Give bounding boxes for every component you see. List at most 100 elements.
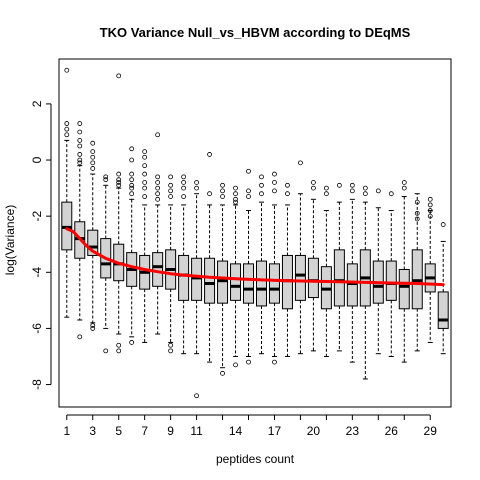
outlier-point bbox=[77, 137, 83, 143]
outlier-point bbox=[427, 208, 433, 213]
outlier-point bbox=[142, 171, 148, 177]
outlier-point bbox=[194, 393, 199, 399]
outlier-point bbox=[233, 185, 238, 191]
x-tick-label: 14 bbox=[229, 424, 243, 438]
fit-line bbox=[65, 227, 445, 287]
box-group bbox=[165, 174, 177, 354]
box-group bbox=[191, 180, 203, 399]
y-tick-label: -2 bbox=[30, 211, 44, 222]
outlier-point bbox=[401, 180, 407, 185]
outlier-point bbox=[388, 191, 394, 197]
box-group bbox=[139, 149, 151, 343]
outlier-point bbox=[440, 222, 446, 227]
outlier-point bbox=[116, 177, 122, 183]
box-group bbox=[385, 191, 397, 357]
outlier-point bbox=[103, 177, 109, 183]
outlier-point bbox=[129, 340, 135, 345]
outlier-point bbox=[246, 168, 251, 174]
box-iqr bbox=[87, 229, 99, 256]
outlier-point bbox=[129, 157, 135, 163]
outlier-point bbox=[116, 73, 122, 79]
outlier-point bbox=[181, 185, 187, 191]
outlier-point bbox=[116, 180, 122, 185]
x-tick-label: 3 bbox=[89, 424, 96, 438]
outlier-point bbox=[349, 182, 355, 188]
y-tick-label: -6 bbox=[30, 323, 44, 334]
outlier-point bbox=[349, 188, 355, 194]
outlier-point bbox=[181, 174, 187, 180]
box-group bbox=[320, 185, 332, 357]
box-iqr bbox=[204, 257, 216, 304]
outlier-point bbox=[64, 67, 70, 73]
y-axis-label: log(Variance) bbox=[3, 205, 17, 275]
box-group bbox=[204, 152, 216, 363]
outlier-point bbox=[142, 185, 148, 191]
y-tick-label: -8 bbox=[30, 379, 44, 390]
outlier-point bbox=[311, 180, 316, 185]
outlier-point bbox=[427, 196, 433, 202]
x-tick-label: 23 bbox=[346, 424, 360, 438]
outlier-point bbox=[233, 199, 238, 205]
y-tick-label: 0 bbox=[30, 156, 44, 163]
outlier-point bbox=[207, 152, 212, 157]
outlier-point bbox=[103, 174, 109, 180]
outlier-point bbox=[64, 132, 70, 138]
outlier-point bbox=[375, 188, 381, 194]
outlier-point bbox=[129, 177, 135, 183]
outlier-point bbox=[168, 188, 174, 194]
outlier-point bbox=[323, 191, 329, 197]
outlier-point bbox=[142, 149, 148, 155]
outlier-point bbox=[414, 199, 420, 205]
box-group bbox=[359, 185, 371, 380]
outlier-point bbox=[129, 146, 135, 152]
x-tick-label: 1 bbox=[63, 424, 70, 438]
outlier-point bbox=[64, 126, 70, 132]
x-tick-label: 20 bbox=[307, 424, 321, 438]
outlier-point bbox=[168, 342, 174, 348]
outlier-point bbox=[246, 188, 251, 194]
box-iqr bbox=[294, 254, 306, 301]
outlier-point bbox=[90, 166, 96, 171]
box-group bbox=[424, 196, 436, 343]
outlier-point bbox=[259, 174, 264, 180]
outlier-point bbox=[129, 191, 135, 197]
y-tick-label: 2 bbox=[30, 100, 44, 107]
outlier-point bbox=[155, 174, 161, 180]
fit-layer bbox=[65, 227, 445, 287]
box-group bbox=[255, 174, 267, 355]
box-iqr bbox=[268, 263, 280, 304]
outlier-point bbox=[90, 323, 96, 329]
box-group bbox=[411, 193, 423, 352]
outlier-point bbox=[233, 196, 238, 202]
outlier-point bbox=[168, 348, 174, 354]
outlier-point bbox=[401, 185, 407, 191]
outlier-point bbox=[129, 171, 135, 177]
outlier-point bbox=[129, 185, 135, 191]
outlier-point bbox=[155, 196, 161, 202]
outlier-point bbox=[272, 171, 277, 177]
outlier-point bbox=[142, 180, 148, 185]
box-iqr bbox=[385, 260, 397, 301]
outlier-point bbox=[181, 194, 187, 199]
box-group bbox=[268, 171, 280, 365]
outlier-point bbox=[77, 157, 83, 163]
x-tick-label: 9 bbox=[167, 424, 174, 438]
box-iqr bbox=[230, 263, 242, 301]
outlier-point bbox=[77, 143, 83, 149]
outlier-point bbox=[155, 185, 161, 191]
x-tick-label: 11 bbox=[190, 424, 203, 438]
outlier-point bbox=[90, 326, 96, 331]
box-group bbox=[437, 222, 449, 355]
x-tick-label: 7 bbox=[141, 424, 148, 438]
outlier-point bbox=[246, 194, 251, 199]
outlier-point bbox=[272, 180, 277, 185]
outlier-point bbox=[272, 359, 277, 365]
outlier-point bbox=[194, 180, 199, 185]
box-group bbox=[294, 160, 306, 355]
outlier-point bbox=[220, 188, 225, 194]
box-iqr bbox=[307, 257, 319, 299]
box-iqr bbox=[152, 252, 164, 287]
chart-title: TKO Variance Null_vs_HBVM according to D… bbox=[100, 25, 411, 40]
outlier-point bbox=[103, 348, 109, 354]
